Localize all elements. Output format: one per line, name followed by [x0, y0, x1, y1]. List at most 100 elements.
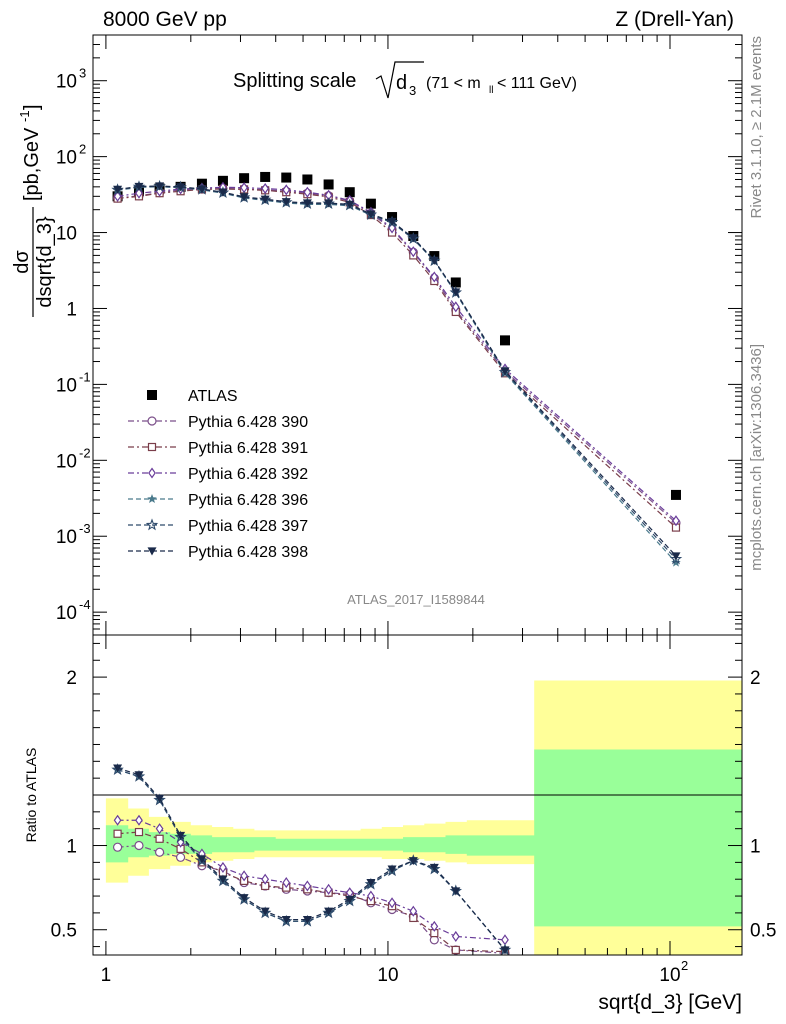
- data-point-pythia-6-428-398: [239, 193, 249, 202]
- main-ytick-label-exponent: -2: [79, 445, 91, 460]
- data-point-pythia-6-428-398: [345, 200, 355, 209]
- ratio-point-pythia-6-428-392: [388, 897, 396, 909]
- rivet-version-label: Rivet 3.1.10, ≥ 2.1M events: [748, 36, 765, 219]
- main-ytick-label: 10: [56, 451, 77, 472]
- ratio-point-pythia-6-428-392: [282, 877, 291, 889]
- ylabel-denominator: dsqrt{d_3}: [34, 216, 56, 308]
- title-sqrt-subscript: 3: [409, 83, 416, 98]
- data-point-atlas: [450, 277, 461, 288]
- data-point-pythia-6-428-392: [409, 246, 418, 258]
- ratio-point-pythia-6-428-398: [260, 907, 270, 916]
- ratio-plot: 0.5 0.51 12 21 10 10 2 Ratio to ATLAS sqrt{d_3…: [23, 634, 776, 1014]
- main-ytick-label-exponent: -3: [79, 521, 91, 536]
- ratio-point-pythia-6-428-398: [239, 894, 249, 903]
- ratio-point-pythia-6-428-398: [134, 771, 144, 780]
- ratio-ytick-label-left: 0.5: [51, 921, 77, 942]
- header-right: Z (Drell-Yan): [615, 8, 734, 31]
- legend: ATLAS Pythia 6.428 390 Pythia 6.428 391 Pyt…: [128, 388, 308, 561]
- legend-marker: [145, 518, 159, 531]
- data-point-pythia-6-428-398: [408, 234, 418, 243]
- legend-item-pythia-6-428-398: Pythia 6.428 398: [128, 544, 308, 561]
- legend-marker: [147, 442, 157, 452]
- ratio-point-pythia-6-428-390: [134, 840, 144, 851]
- main-ytick-label: 10: [56, 224, 77, 245]
- title-range-prefix: (71 < m: [426, 75, 481, 92]
- ratio-point-pythia-6-428-398: [387, 865, 397, 874]
- title-range-suffix: < 111 GeV): [497, 75, 577, 92]
- data-point-pythia-6-428-398: [281, 198, 291, 207]
- ratio-series-pythia-6-428-398: [113, 764, 510, 955]
- data-point-pythia-6-428-398: [429, 256, 439, 265]
- title-prefix: Splitting scale: [233, 70, 356, 92]
- data-point-pythia-6-428-392: [672, 515, 680, 527]
- legend-item-pythia-6-428-392: Pythia 6.428 392: [128, 466, 308, 483]
- ylabel-unit-close: ]: [21, 104, 43, 110]
- ratio-point-pythia-6-428-392: [501, 934, 509, 946]
- ratio-point-pythia-6-428-391: [451, 945, 460, 955]
- ratio-plot-data-layer: [111, 763, 512, 955]
- data-point-pythia-6-428-398: [500, 367, 510, 376]
- ratio-point-pythia-6-428-392: [155, 823, 164, 835]
- xtick-label: 1: [101, 965, 112, 986]
- legend-label: Pythia 6.428 397: [188, 518, 308, 535]
- legend-label: Pythia 6.428 396: [188, 492, 308, 509]
- data-point-pythia-6-428-398: [387, 217, 397, 226]
- ratio-point-pythia-6-428-398: [500, 946, 510, 955]
- ratio-point-pythia-6-428-398: [345, 895, 355, 904]
- ratio-point-pythia-6-428-398: [324, 907, 334, 916]
- legend-item-atlas: ATLAS: [147, 388, 238, 405]
- legend-label: Pythia 6.428 390: [188, 414, 308, 431]
- ratio-point-pythia-6-428-392: [324, 883, 333, 895]
- ratio-point-pythia-6-428-392: [451, 930, 460, 943]
- ratio-ytick-label-left: 2: [66, 668, 77, 689]
- data-point-atlas: [302, 174, 313, 185]
- header-left: 8000 GeV pp: [103, 8, 227, 31]
- main-ytick-label-exponent: 3: [79, 66, 86, 81]
- data-point-pythia-6-428-398: [671, 552, 681, 561]
- ratio-point-pythia-6-428-392: [409, 905, 418, 917]
- data-point-pythia-6-428-398: [260, 195, 270, 204]
- sqrt-symbol: [375, 61, 424, 99]
- legend-label: Pythia 6.428 398: [188, 544, 308, 561]
- ratio-point-pythia-6-428-398: [408, 857, 418, 866]
- analysis-watermark: ATLAS_2017_I1589844: [347, 592, 485, 607]
- title-range-subscript: ll: [489, 85, 493, 96]
- ratio-uncertainty-bands: [105, 680, 742, 955]
- data-point-pythia-6-428-398: [302, 199, 312, 208]
- legend-marker: [147, 416, 157, 426]
- data-point-pythia-6-428-398: [134, 182, 144, 191]
- ratio-point-pythia-6-428-392: [135, 814, 143, 826]
- xtick-label-exponent: 2: [681, 958, 688, 973]
- ratio-point-pythia-6-428-392: [430, 920, 439, 932]
- main-ylabel: dσ dsqrt{d_3} [pb,GeV -1 ]: [11, 104, 56, 317]
- legend-marker: [147, 547, 157, 556]
- main-ytick-label-exponent: -4: [79, 597, 91, 612]
- legend-item-pythia-6-428-390: Pythia 6.428 390: [128, 414, 308, 431]
- data-point-pythia-6-428-392: [282, 184, 291, 196]
- ratio-point-pythia-6-428-392: [219, 861, 227, 873]
- ratio-point-pythia-6-428-392: [240, 870, 248, 882]
- xtick-label: 10: [377, 965, 398, 986]
- main-ytick-label-exponent: -1: [79, 369, 91, 384]
- ratio-point-pythia-6-428-398: [155, 794, 165, 803]
- data-point-pythia-6-428-398: [324, 199, 334, 208]
- ratio-ytick-label-right: 2: [750, 668, 761, 689]
- ratio-point-pythia-6-428-390: [175, 852, 186, 862]
- data-point-atlas: [260, 171, 271, 182]
- legend-item-pythia-6-428-396: Pythia 6.428 396: [128, 492, 308, 509]
- xlabel: sqrt{d_3} [GeV]: [598, 991, 742, 1014]
- ratio-point-pythia-6-428-398: [176, 831, 186, 840]
- data-point-pythia-6-428-392: [451, 301, 460, 313]
- ratio-point-pythia-6-428-391: [113, 829, 122, 838]
- ratio-point-pythia-6-428-398: [302, 916, 312, 925]
- ratio-point-pythia-6-428-398: [451, 887, 461, 896]
- ratio-point-pythia-6-428-391: [155, 834, 164, 843]
- main-plot-data-layer: [111, 171, 683, 567]
- ratio-point-pythia-6-428-390: [112, 842, 123, 852]
- data-point-atlas: [670, 489, 681, 500]
- ratio-series-group: [111, 763, 512, 955]
- main-ytick-label: 1: [66, 299, 77, 320]
